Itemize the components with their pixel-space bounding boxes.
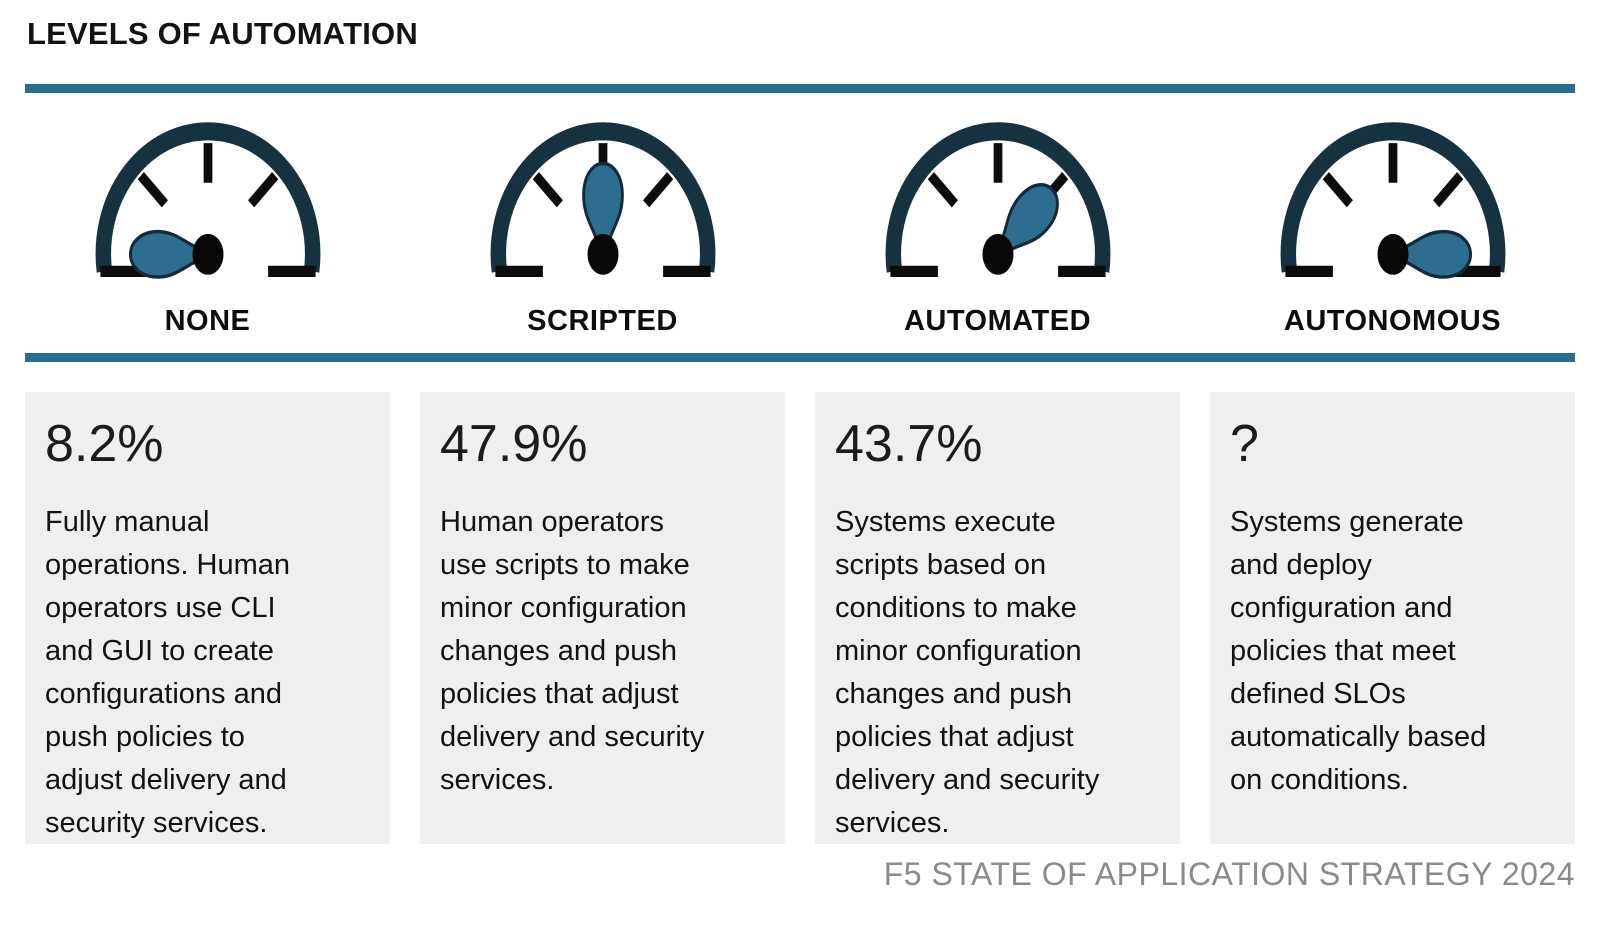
gauge-column-automated: AUTOMATED <box>815 109 1180 339</box>
gauge-label-autonomous: AUTONOMOUS <box>1283 305 1502 337</box>
gauge-needle <box>994 183 1059 258</box>
stat-value: 47.9% <box>440 415 588 473</box>
gauge-hub <box>191 233 224 275</box>
stat-card-none: 8.2% Fully manual operations. Human oper… <box>25 392 390 844</box>
stat-value: 8.2% <box>45 415 164 473</box>
gauge-needle <box>581 161 624 253</box>
gauge-dial-icon <box>95 122 320 279</box>
gauge-column-scripted: SCRIPTED <box>420 109 785 339</box>
source-attribution: F5 STATE OF APPLICATION STRATEGY 2024 <box>883 856 1575 892</box>
gauge-column-autonomous: AUTONOMOUS <box>1210 109 1575 339</box>
gauge-label-automated: AUTOMATED <box>903 305 1092 337</box>
gauge-hub <box>981 233 1014 275</box>
stat-description: Fully manual operations. Human operators… <box>45 506 291 840</box>
mid-divider <box>25 353 1575 362</box>
stat-description: Systems execute scripts based on conditi… <box>835 506 1100 840</box>
stat-card-scripted: 47.9% Human operators use scripts to mak… <box>420 392 785 844</box>
gauge-hub <box>586 233 619 275</box>
stat-cards-row: 8.2% Fully manual operations. Human oper… <box>25 392 1575 844</box>
gauge-label-none: NONE <box>164 305 251 337</box>
gauge-dial-icon <box>1280 122 1505 279</box>
stat-card-automated: 43.7% Systems execute scripts based on c… <box>815 392 1180 844</box>
gauge-needle <box>1393 229 1472 279</box>
gauge-label-scripted: SCRIPTED <box>527 305 678 337</box>
stat-value: 43.7% <box>835 415 983 473</box>
stat-description: Human operators use scripts to make mino… <box>440 506 705 797</box>
gauge-column-none: NONE <box>25 109 390 339</box>
stat-card-autonomous: ? Systems generate and deploy configurat… <box>1210 392 1575 844</box>
top-divider <box>25 84 1575 93</box>
page-title: LEVELS OF AUTOMATION <box>27 16 418 51</box>
gauge-dial-icon <box>490 122 715 278</box>
gauges-row: NONE SCRIPTED <box>25 109 1575 339</box>
gauge-needle <box>128 229 207 279</box>
stat-value: ? <box>1230 415 1259 473</box>
gauge-hub <box>1376 233 1409 275</box>
gauge-dial-icon <box>885 122 1110 278</box>
stat-description: Systems generate and deploy configuratio… <box>1230 506 1487 797</box>
